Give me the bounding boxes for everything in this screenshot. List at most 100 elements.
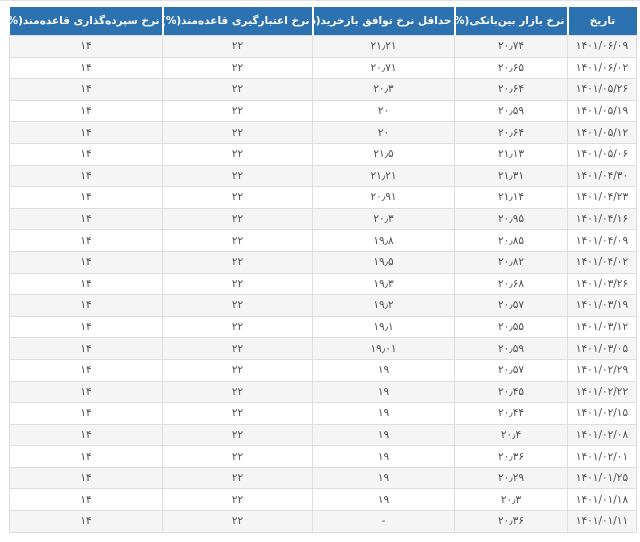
cell-regulated_deposit_rate: ۱۴ — [9, 272, 163, 296]
cell-min_repo_agreement_rate: ۲۰ — [312, 121, 455, 144]
cell-min_repo_agreement_rate: ۲۱٫۲۱ — [312, 164, 455, 188]
cell-interbank_market_rate: ۲۰٫۴۴ — [454, 402, 568, 425]
cell-min_repo_agreement_rate: ۱۹ — [312, 423, 455, 447]
cell-date: ۱۴۰۱/۰۴/۰۹ — [567, 229, 637, 252]
cell-min_repo_agreement_rate: ۱۹٫۸ — [312, 229, 455, 252]
cell-regulated_credit_rate: ۲۲ — [162, 380, 313, 404]
cell-min_repo_agreement_rate: ۱۹٫۳ — [312, 272, 455, 296]
table-row: ۱۴۰۱/۰۴/۲۳ ۲۱٫۱۴ ۲۰٫۹۱ ۲۲ ۱۴ — [9, 186, 637, 209]
cell-regulated_deposit_rate: ۱۴ — [9, 142, 163, 166]
cell-min_repo_agreement_rate: ۱۹ — [312, 358, 455, 382]
cell-regulated_deposit_rate: ۱۴ — [9, 78, 163, 101]
cell-interbank_market_rate: ۲۰٫۲۹ — [454, 466, 568, 490]
cell-min_repo_agreement_rate: ۱۹ — [312, 488, 455, 512]
cell-interbank_market_rate: ۲۱٫۳۱ — [454, 164, 568, 188]
cell-date: ۱۴۰۱/۰۵/۱۹ — [567, 99, 637, 123]
cell-regulated_deposit_rate: ۱۴ — [9, 402, 163, 425]
table-header-row: تاریخ نرخ بازار بین‌بانکی(%) حداقل نرخ توا… — [9, 7, 637, 36]
cell-regulated_credit_rate: ۲۲ — [162, 78, 313, 101]
cell-date: ۱۴۰۱/۰۴/۰۲ — [567, 250, 637, 274]
cell-date: ۱۴۰۱/۰۴/۲۳ — [567, 186, 637, 209]
cell-min_repo_agreement_rate: ۲۱٫۵ — [312, 142, 455, 166]
cell-min_repo_agreement_rate: ۲۰ — [312, 99, 455, 123]
cell-date: ۱۴۰۱/۰۱/۱۸ — [567, 488, 637, 512]
cell-min_repo_agreement_rate: ۱۹ — [312, 380, 455, 404]
cell-min_repo_agreement_rate: ۱۹ — [312, 445, 455, 468]
cell-interbank_market_rate: ۲۰٫۹۵ — [454, 207, 568, 231]
cell-regulated_credit_rate: ۲۲ — [162, 207, 313, 231]
cell-regulated_deposit_rate: ۱۴ — [9, 250, 163, 274]
cell-interbank_market_rate: ۲۰٫۳۶ — [454, 510, 568, 533]
cell-interbank_market_rate: ۲۰٫۵۷ — [454, 358, 568, 382]
cell-regulated_deposit_rate: ۱۴ — [9, 358, 163, 382]
table-row: ۱۴۰۱/۰۴/۳۰ ۲۱٫۳۱ ۲۱٫۲۱ ۲۲ ۱۴ — [9, 164, 637, 188]
cell-regulated_credit_rate: ۲۲ — [162, 164, 313, 188]
cell-date: ۱۴۰۱/۰۲/۱۵ — [567, 402, 637, 425]
cell-regulated_deposit_rate: ۱۴ — [9, 121, 163, 144]
table-row: ۱۴۰۱/۰۳/۱۹ ۲۰٫۵۷ ۱۹٫۲ ۲۲ ۱۴ — [9, 294, 637, 317]
table-row: ۱۴۰۱/۰۵/۰۶ ۲۱٫۱۳ ۲۱٫۵ ۲۲ ۱۴ — [9, 142, 637, 166]
cell-regulated_credit_rate: ۲۲ — [162, 445, 313, 468]
cell-regulated_credit_rate: ۲۲ — [162, 35, 313, 58]
table-body: ۱۴۰۱/۰۶/۰۹ ۲۰٫۷۴ ۲۱٫۲۱ ۲۲ ۱۴ ۱۴۰۱/۰۶/۰۲ ۲۰٫۶۵ ۲… — [9, 35, 637, 533]
column-header-regulated_deposit_rate: نرخ سپرده‌گذاری قاعده‌مند(%) — [9, 7, 163, 36]
cell-regulated_credit_rate: ۲۲ — [162, 186, 313, 209]
cell-regulated_credit_rate: ۲۲ — [162, 99, 313, 123]
cell-interbank_market_rate: ۲۰٫۵۷ — [454, 294, 568, 317]
cell-interbank_market_rate: ۲۰٫۶۴ — [454, 78, 568, 101]
table-row: ۱۴۰۱/۰۶/۰۲ ۲۰٫۶۵ ۲۰٫۷۱ ۲۲ ۱۴ — [9, 56, 637, 80]
cell-interbank_market_rate: ۲۰٫۵۹ — [454, 99, 568, 123]
cell-min_repo_agreement_rate: ۲۱٫۲۱ — [312, 35, 455, 58]
cell-interbank_market_rate: ۲۰٫۵۵ — [454, 315, 568, 339]
table-row: ۱۴۰۱/۰۵/۱۹ ۲۰٫۵۹ ۲۰ ۲۲ ۱۴ — [9, 99, 637, 123]
cell-regulated_deposit_rate: ۱۴ — [9, 294, 163, 317]
cell-regulated_deposit_rate: ۱۴ — [9, 315, 163, 339]
table-row: ۱۴۰۱/۰۲/۱۵ ۲۰٫۴۴ ۱۹ ۲۲ ۱۴ — [9, 402, 637, 425]
cell-date: ۱۴۰۱/۰۳/۱۲ — [567, 315, 637, 339]
table-row: ۱۴۰۱/۰۳/۲۶ ۲۰٫۶۸ ۱۹٫۳ ۲۲ ۱۴ — [9, 272, 637, 296]
cell-regulated_deposit_rate: ۱۴ — [9, 99, 163, 123]
cell-interbank_market_rate: ۲۰٫۶۵ — [454, 56, 568, 80]
interbank-rates-table: تاریخ نرخ بازار بین‌بانکی(%) حداقل نرخ توا… — [9, 7, 637, 533]
table-row: ۱۴۰۱/۰۲/۲۲ ۲۰٫۴۵ ۱۹ ۲۲ ۱۴ — [9, 380, 637, 404]
cell-date: ۱۴۰۱/۰۲/۰۸ — [567, 423, 637, 447]
cell-regulated_credit_rate: ۲۲ — [162, 56, 313, 80]
cell-date: ۱۴۰۱/۰۲/۲۲ — [567, 380, 637, 404]
cell-regulated_credit_rate: ۲۲ — [162, 337, 313, 360]
cell-date: ۱۴۰۱/۰۵/۱۲ — [567, 121, 637, 144]
cell-interbank_market_rate: ۲۰٫۸۵ — [454, 229, 568, 252]
table-row: ۱۴۰۱/۰۳/۱۲ ۲۰٫۵۵ ۱۹٫۱ ۲۲ ۱۴ — [9, 315, 637, 339]
table-row: ۱۴۰۱/۰۱/۱۱ ۲۰٫۳۶-۲۲ ۱۴ — [9, 510, 637, 533]
cell-date: ۱۴۰۱/۰۱/۱۱ — [567, 510, 637, 533]
cell-regulated_deposit_rate: ۱۴ — [9, 207, 163, 231]
cell-date: ۱۴۰۱/۰۵/۰۶ — [567, 142, 637, 166]
table-row: ۱۴۰۱/۰۴/۰۹ ۲۰٫۸۵ ۱۹٫۸ ۲۲ ۱۴ — [9, 229, 637, 252]
column-header-regulated_credit_rate: نرخ اعتبارگیری قاعده‌مند(%) — [161, 7, 313, 36]
cell-regulated_credit_rate: ۲۲ — [162, 121, 313, 144]
cell-interbank_market_rate: ۲۰٫۳۶ — [454, 445, 568, 468]
cell-regulated_deposit_rate: ۱۴ — [9, 466, 163, 490]
table-row: ۱۴۰۱/۰۴/۰۲ ۲۰٫۸۲ ۱۹٫۵ ۲۲ ۱۴ — [9, 250, 637, 274]
table-row: ۱۴۰۱/۰۱/۱۸ ۲۰٫۳ ۱۹ ۲۲ ۱۴ — [9, 488, 637, 512]
cell-interbank_market_rate: ۲۰٫۳ — [454, 488, 568, 512]
cell-date: ۱۴۰۱/۰۴/۳۰ — [567, 164, 637, 188]
cell-regulated_deposit_rate: ۱۴ — [9, 380, 163, 404]
cell-date: ۱۴۰۱/۰۲/۰۱ — [567, 445, 637, 468]
cell-interbank_market_rate: ۲۱٫۱۴ — [454, 186, 568, 209]
cell-date: ۱۴۰۱/۰۳/۰۵ — [567, 337, 637, 360]
cell-regulated_deposit_rate: ۱۴ — [9, 488, 163, 512]
cell-min_repo_agreement_rate: ۱۹ — [312, 466, 455, 490]
table-row: ۱۴۰۱/۰۵/۱۲ ۲۰٫۶۴ ۲۰ ۲۲ ۱۴ — [9, 121, 637, 144]
table-row: ۱۴۰۱/۰۴/۱۶ ۲۰٫۹۵ ۲۰٫۳ ۲۲ ۱۴ — [9, 207, 637, 231]
cell-regulated_credit_rate: ۲۲ — [162, 488, 313, 512]
cell-interbank_market_rate: ۲۰٫۶۴ — [454, 121, 568, 144]
cell-regulated_credit_rate: ۲۲ — [162, 402, 313, 425]
cell-min_repo_agreement_rate: ۱۹٫۵ — [312, 250, 455, 274]
table-row: ۱۴۰۱/۰۳/۰۵ ۲۰٫۵۹ ۱۹٫۰۱ ۲۲ ۱۴ — [9, 337, 637, 360]
column-header-min_repo_agreement_rate: حداقل نرخ توافق بازخرید(%) — [311, 7, 455, 36]
cell-date: ۱۴۰۱/۰۶/۰۹ — [567, 35, 637, 58]
cell-min_repo_agreement_rate: ۱۹ — [312, 402, 455, 425]
cell-date: ۱۴۰۱/۰۱/۲۵ — [567, 466, 637, 490]
cell-regulated_deposit_rate: ۱۴ — [9, 423, 163, 447]
